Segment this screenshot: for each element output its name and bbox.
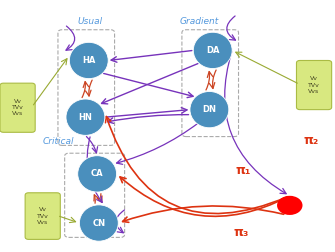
Text: Critical: Critical [43, 137, 74, 146]
Ellipse shape [193, 32, 232, 69]
Text: HA: HA [82, 56, 95, 65]
Text: DN: DN [202, 105, 216, 114]
Ellipse shape [78, 156, 117, 192]
Text: HN: HN [78, 113, 92, 122]
Text: Usual: Usual [78, 17, 103, 26]
Ellipse shape [79, 205, 118, 241]
Text: π₂: π₂ [304, 134, 319, 147]
Text: Vv
TVv
Vvs: Vv TVv Vvs [12, 99, 23, 116]
Ellipse shape [69, 42, 108, 79]
FancyBboxPatch shape [25, 193, 60, 239]
Ellipse shape [190, 91, 229, 128]
Text: Gradient: Gradient [180, 17, 219, 26]
Text: Vv
TVv
Vvs: Vv TVv Vvs [308, 76, 320, 94]
Text: DA: DA [206, 46, 219, 55]
Ellipse shape [66, 99, 105, 135]
Text: Vv
TVv
Vvs: Vv TVv Vvs [37, 207, 49, 225]
FancyBboxPatch shape [296, 60, 332, 110]
Text: CN: CN [92, 218, 106, 228]
FancyBboxPatch shape [0, 83, 35, 132]
Text: π₁: π₁ [235, 164, 251, 177]
Text: π₃: π₃ [233, 226, 249, 239]
Text: CA: CA [91, 169, 104, 178]
Circle shape [277, 196, 303, 215]
